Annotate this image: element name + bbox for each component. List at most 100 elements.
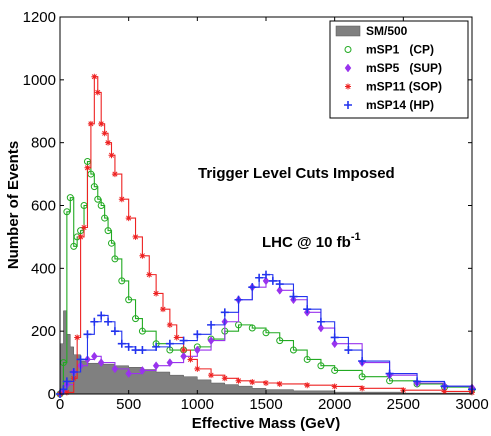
point-3-1 — [63, 389, 70, 396]
point-3-12 — [105, 139, 112, 146]
point-4-22 — [255, 273, 264, 282]
point-4-14 — [152, 342, 161, 351]
point-2-23 — [317, 323, 325, 333]
point-3-23 — [173, 334, 180, 341]
x-tick-label-2: 1000 — [181, 396, 214, 413]
x-tick-label-5: 2500 — [387, 396, 420, 413]
point-4-18 — [207, 320, 216, 329]
point-2-19 — [262, 276, 270, 286]
point-3-21 — [160, 306, 166, 313]
legend-marker-2 — [344, 63, 352, 73]
legend-label-3: mSP11 (SOP) — [366, 80, 442, 94]
point-1-18 — [125, 296, 133, 304]
series-line-4 — [60, 274, 473, 395]
point-3-34 — [331, 383, 338, 390]
point-3-37 — [441, 388, 448, 395]
point-4-25 — [275, 280, 284, 289]
point-4-8 — [104, 317, 113, 326]
point-4-31 — [358, 357, 367, 366]
point-3-5 — [81, 224, 88, 231]
point-2-15 — [207, 336, 215, 346]
annotation-trigger-cuts: Trigger Level Cuts Imposed — [198, 165, 395, 182]
point-4-2 — [62, 377, 71, 386]
point-3-26 — [194, 365, 201, 372]
point-3-24 — [180, 347, 187, 354]
x-tick-label-3: 1500 — [249, 396, 282, 413]
legend-label-2: mSP5 (SUP) — [366, 61, 442, 75]
point-3-9 — [94, 89, 101, 96]
legend-label-0: SM/500 — [366, 24, 408, 38]
point-3-6 — [84, 164, 91, 171]
point-3-3 — [74, 334, 81, 341]
y-tick-label-3: 600 — [31, 198, 56, 215]
point-1-15 — [108, 239, 115, 247]
point-1-35 — [358, 373, 366, 381]
y-tick-label-5: 1000 — [23, 72, 56, 89]
point-4-13 — [138, 346, 147, 355]
point-4-10 — [117, 339, 126, 348]
point-4-34 — [440, 382, 449, 391]
series-4 — [56, 270, 476, 398]
legend-marker-3 — [345, 83, 351, 90]
point-4-32 — [385, 369, 394, 378]
point-3-16 — [125, 215, 132, 222]
point-2-6 — [91, 351, 98, 361]
point-3-8 — [91, 73, 98, 80]
point-4-20 — [234, 295, 243, 304]
y-axis-label: Number of Events — [5, 141, 22, 269]
point-3-31 — [263, 380, 269, 387]
point-3-35 — [359, 385, 366, 392]
point-2-10 — [139, 366, 146, 375]
legend-entry-1: mSP1 (CP) — [344, 43, 434, 57]
point-4-7 — [97, 311, 106, 320]
annotation-luminosity-superscript: -1 — [351, 231, 361, 243]
point-1-33 — [317, 362, 325, 370]
point-4-11 — [124, 342, 133, 351]
point-1-11 — [94, 195, 102, 203]
series-0 — [59, 310, 473, 395]
ticks-layer: 0 500 1000 1500 2000 2500 3000 0 200 400 600 800 100… — [23, 9, 489, 413]
x-axis-label: Effective Mass (GeV) — [192, 415, 340, 432]
point-2-9 — [125, 369, 132, 378]
point-3-7 — [87, 120, 94, 127]
point-4-23 — [262, 270, 270, 279]
point-2-12 — [166, 358, 174, 368]
legend-entries: SM/500 mSP1 (CP) mSP5 (SUP) mSP11 (SOP) mSP1… — [335, 24, 442, 112]
annotation-luminosity-main: LHC @ 10 fb — [262, 234, 351, 251]
point-4-15 — [165, 339, 174, 348]
point-4-27 — [303, 305, 312, 314]
point-3-4 — [77, 233, 84, 240]
point-4-26 — [289, 292, 298, 301]
point-3-17 — [132, 233, 139, 240]
point-1-14 — [104, 227, 112, 235]
point-4-3 — [69, 368, 78, 377]
x-tick-label-4: 2000 — [318, 396, 351, 413]
point-4-21 — [248, 283, 257, 292]
point-4-28 — [316, 317, 325, 326]
point-3-22 — [166, 321, 173, 328]
point-1-29 — [262, 329, 270, 337]
point-4-24 — [268, 276, 277, 285]
legend-entry-4: mSP14 (HP) — [344, 98, 434, 112]
point-3-20 — [153, 290, 160, 297]
point-2-11 — [152, 361, 160, 371]
legend-box — [329, 20, 469, 119]
point-1-19 — [132, 315, 140, 323]
point-1-4 — [70, 242, 78, 250]
point-1-13 — [101, 214, 109, 222]
point-1-28 — [248, 324, 256, 332]
legend-marker-4 — [344, 101, 352, 109]
point-4-9 — [110, 327, 119, 336]
point-3-27 — [208, 372, 215, 379]
y-tick-label-2: 400 — [31, 260, 56, 277]
point-4-30 — [344, 346, 353, 355]
legend-entry-0: SM/500 — [335, 24, 408, 38]
point-4-16 — [179, 336, 188, 345]
point-1-34 — [331, 366, 339, 374]
point-1-12 — [97, 202, 105, 209]
point-4-6 — [90, 317, 99, 326]
point-4-17 — [193, 330, 202, 339]
y-tick-label-1: 200 — [31, 323, 56, 340]
point-2-20 — [276, 285, 284, 295]
